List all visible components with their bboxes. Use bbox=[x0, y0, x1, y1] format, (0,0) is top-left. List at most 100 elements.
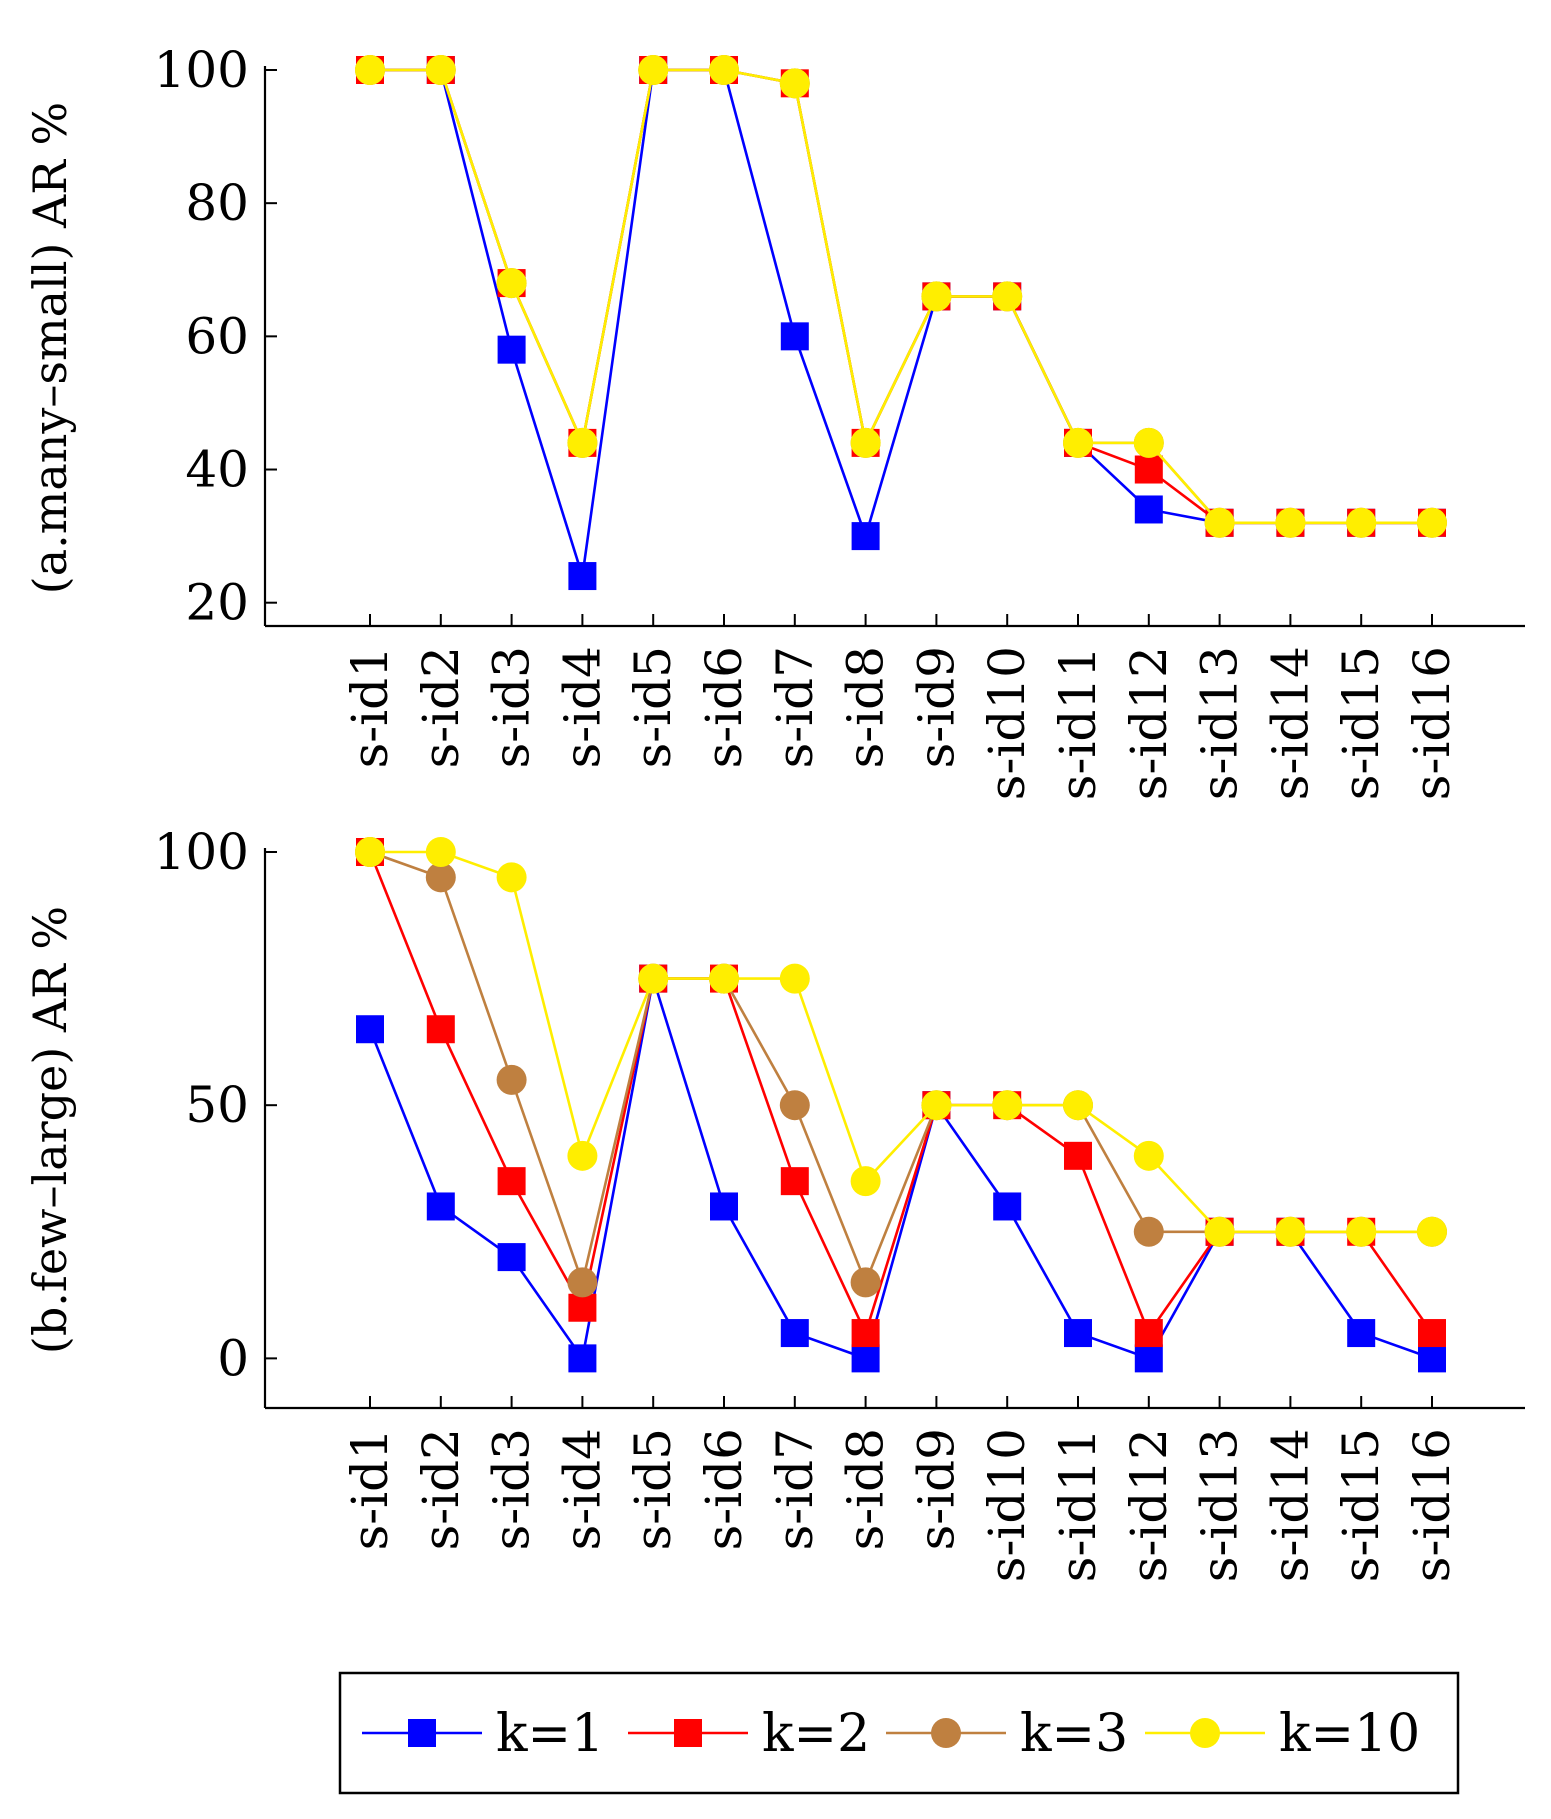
data-point-k=10 bbox=[1063, 1090, 1093, 1121]
x-tick-label: s-id14 bbox=[1261, 646, 1319, 800]
data-point-k=1 bbox=[1418, 1344, 1446, 1373]
data-point-k=10 bbox=[1275, 507, 1306, 538]
data-point-k=10 bbox=[355, 837, 385, 867]
data-point-k=10 bbox=[1275, 1216, 1306, 1247]
x-tick-label: s-id9 bbox=[907, 646, 965, 768]
data-point-k=1 bbox=[1064, 1319, 1092, 1348]
legend-label-k=10: k=10 bbox=[1279, 1704, 1420, 1764]
x-tick-label: s-id3 bbox=[483, 1428, 541, 1550]
data-point-k=3 bbox=[1133, 1216, 1164, 1247]
x-tick-label: s-id15 bbox=[1332, 1428, 1390, 1582]
y-tick-label: 100 bbox=[154, 41, 249, 99]
x-tick-label: s-id9 bbox=[907, 1428, 965, 1550]
data-point-k=10 bbox=[425, 55, 456, 85]
series-line-k=2 bbox=[368, 851, 1434, 1337]
data-point-k=1 bbox=[497, 1243, 526, 1272]
x-tick-label: s-id4 bbox=[553, 646, 611, 768]
data-point-k=2 bbox=[851, 1319, 880, 1348]
x-tick-label: s-id6 bbox=[695, 646, 753, 768]
data-point-k=10 bbox=[496, 268, 527, 299]
series-line-k=3 bbox=[370, 68, 1432, 525]
y-tick-label: 100 bbox=[154, 823, 249, 881]
data-point-k=1 bbox=[568, 1344, 597, 1373]
legend-marker-k=3 bbox=[931, 1718, 961, 1748]
data-point-k=1 bbox=[1134, 1344, 1163, 1373]
data-point-k=1 bbox=[1347, 1319, 1376, 1348]
data-point-k=1 bbox=[851, 522, 880, 551]
data-point-k=2 bbox=[568, 1293, 597, 1322]
data-point-k=10 bbox=[425, 837, 456, 867]
x-tick-label: s-id1 bbox=[341, 646, 399, 768]
data-point-k=10 bbox=[496, 862, 527, 893]
legend-label-k=2: k=2 bbox=[762, 1704, 870, 1764]
data-point-k=10 bbox=[567, 1140, 598, 1171]
x-tick-label: s-id3 bbox=[483, 646, 541, 768]
data-point-k=10 bbox=[1346, 1216, 1377, 1247]
y-tick-label: 0 bbox=[217, 1329, 249, 1387]
x-tick-label: s-id1 bbox=[341, 1428, 399, 1550]
x-tick-label: s-id6 bbox=[695, 1428, 753, 1550]
data-point-k=2 bbox=[780, 1167, 809, 1196]
data-point-k=1 bbox=[993, 1192, 1022, 1221]
data-point-k=3 bbox=[779, 1090, 810, 1121]
data-point-k=10 bbox=[1063, 427, 1093, 458]
data-point-k=1 bbox=[426, 1192, 455, 1221]
x-tick-label: s-id7 bbox=[766, 646, 824, 768]
data-point-k=10 bbox=[779, 963, 810, 994]
data-point-k=2 bbox=[1064, 1141, 1092, 1170]
series-line-k=2 bbox=[370, 68, 1432, 525]
data-point-k=2 bbox=[1134, 455, 1163, 484]
x-tick-label: s-id2 bbox=[412, 646, 470, 768]
x-tick-label: s-id12 bbox=[1120, 1428, 1178, 1582]
x-tick-label: s-id10 bbox=[978, 646, 1036, 800]
data-point-k=1 bbox=[851, 1344, 880, 1373]
x-tick-label: s-id7 bbox=[766, 1428, 824, 1550]
data-point-k=10 bbox=[921, 281, 952, 312]
data-point-k=10 bbox=[992, 1090, 1023, 1121]
data-point-k=10 bbox=[638, 963, 669, 994]
data-point-k=1 bbox=[1134, 495, 1163, 524]
data-point-k=2 bbox=[497, 1167, 526, 1196]
data-point-k=2 bbox=[426, 1015, 455, 1044]
legend: k=1 k=2 k=3 k=10 bbox=[338, 1671, 1460, 1795]
legend-marker-k=1 bbox=[408, 1719, 436, 1747]
data-point-k=10 bbox=[1133, 427, 1164, 458]
series-line-k=1 bbox=[368, 978, 1433, 1362]
x-tick-label: s-id8 bbox=[837, 646, 895, 768]
data-point-k=10 bbox=[1417, 507, 1447, 538]
x-tick-label: s-id11 bbox=[1049, 646, 1107, 800]
y-axis-title: (b.few–large) AR % bbox=[23, 906, 77, 1354]
y-tick-label: 80 bbox=[185, 174, 249, 232]
series-line-k=10 bbox=[370, 850, 1432, 1234]
legend-label-k=3: k=3 bbox=[1020, 1704, 1128, 1764]
x-tick-label: s-id14 bbox=[1261, 1428, 1319, 1582]
x-tick-label: s-id10 bbox=[978, 1428, 1036, 1582]
x-tick-label: s-id2 bbox=[412, 1428, 470, 1550]
x-tick-label: s-id5 bbox=[624, 646, 682, 768]
data-point-k=1 bbox=[568, 562, 597, 591]
data-point-k=10 bbox=[355, 55, 385, 85]
data-point-k=1 bbox=[356, 1015, 384, 1044]
data-point-k=10 bbox=[1346, 507, 1377, 538]
data-point-k=3 bbox=[496, 1064, 527, 1095]
data-point-k=10 bbox=[709, 963, 739, 994]
x-tick-label: s-id11 bbox=[1049, 1428, 1107, 1582]
data-point-k=1 bbox=[780, 322, 809, 351]
data-point-k=3 bbox=[850, 1267, 881, 1298]
data-point-k=10 bbox=[1204, 1216, 1235, 1247]
x-tick-label: s-id12 bbox=[1120, 646, 1178, 800]
data-point-k=10 bbox=[1204, 507, 1235, 538]
x-tick-label: s-id13 bbox=[1191, 1428, 1249, 1582]
data-point-k=10 bbox=[850, 427, 881, 458]
y-tick-label: 50 bbox=[185, 1076, 249, 1134]
data-point-k=1 bbox=[497, 335, 526, 364]
x-tick-label: s-id4 bbox=[553, 1428, 611, 1550]
x-tick-label: s-id16 bbox=[1403, 1428, 1461, 1582]
data-point-k=1 bbox=[780, 1319, 809, 1348]
series-line-k=10 bbox=[370, 68, 1432, 525]
y-tick-label: 20 bbox=[185, 574, 249, 632]
